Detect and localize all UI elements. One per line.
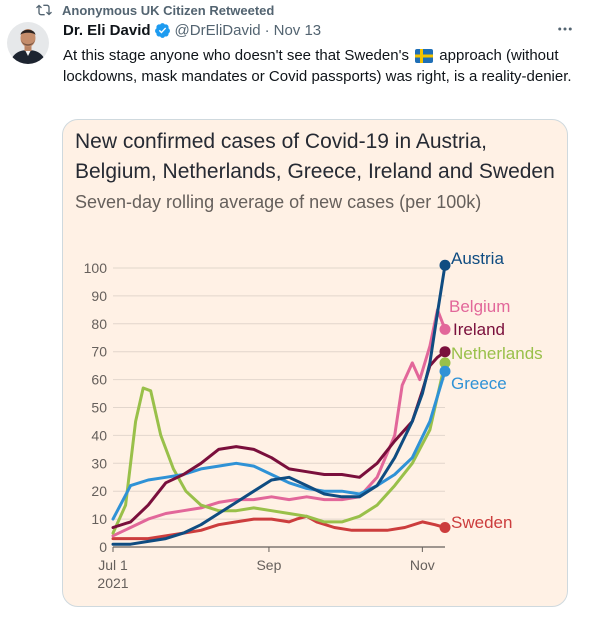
series-line-netherlands	[111, 361, 447, 535]
series-label-greece: Greece	[451, 374, 507, 393]
series-end-dot-austria	[439, 259, 451, 271]
x-tick-sublabel: 2021	[97, 575, 128, 591]
series-line-belgium	[111, 308, 447, 538]
chart-subtitle: Seven-day rolling average of new cases (…	[75, 192, 482, 212]
series-label-netherlands: Netherlands	[451, 344, 543, 363]
avatar[interactable]	[7, 22, 49, 64]
x-tick-label: Nov	[410, 557, 435, 573]
retweet-icon	[36, 2, 52, 18]
series-label-sweden: Sweden	[451, 513, 512, 532]
chart-card[interactable]: New confirmed cases of Covid-19 in Austr…	[62, 119, 568, 607]
line-chart: 0 10 20 30 40 50 60 70 80 90 100 Jul 1 2021 Sep Nov Aus…	[84, 249, 543, 591]
series-line-austria	[111, 263, 447, 546]
retweet-label: Anonymous UK Citizen Retweeted	[62, 2, 275, 18]
y-tick-label: 70	[91, 344, 107, 360]
more-options-icon[interactable]	[554, 18, 576, 40]
verified-badge-icon	[154, 22, 171, 39]
tweet-text-part-1: At this stage anyone who doesn't see tha…	[63, 47, 409, 64]
sweden-flag-icon	[415, 48, 434, 63]
series-end-dot-netherlands	[439, 357, 451, 369]
tweet-text: At this stage anyone who doesn't see tha…	[63, 45, 575, 87]
series-end-dot-belgium	[439, 323, 451, 335]
author-handle[interactable]: @DrEliDavid	[174, 22, 261, 39]
series-end-dot-greece	[439, 365, 451, 377]
y-tick-label: 20	[91, 483, 107, 499]
author-name[interactable]: Dr. Eli David	[63, 22, 151, 39]
y-tick-label: 60	[91, 372, 107, 388]
series-end-dot-sweden	[439, 521, 451, 533]
tweet-text-part-2: approach (without lockdowns, mask mandat…	[63, 47, 572, 85]
y-tick-label: 0	[99, 539, 107, 555]
y-tick-label: 40	[91, 427, 107, 443]
series-end-dot-ireland	[439, 346, 451, 358]
y-tick-label: 80	[91, 316, 107, 332]
y-tick-label: 50	[91, 400, 107, 416]
y-tick-label: 90	[91, 288, 107, 304]
separator-dot: ·	[264, 22, 270, 39]
tweet-date[interactable]: Nov 13	[273, 22, 322, 39]
x-tick-label: Jul 1	[98, 557, 128, 573]
retweet-header[interactable]: Anonymous UK Citizen Retweeted	[36, 0, 274, 20]
series-label-ireland: Ireland	[453, 320, 505, 339]
chart-title: New confirmed cases of Covid-19 in Austr…	[75, 130, 555, 183]
x-tick-label: Sep	[256, 557, 281, 573]
series-label-austria: Austria	[451, 249, 504, 268]
y-tick-label: 30	[91, 455, 107, 471]
y-tick-label: 10	[91, 511, 107, 527]
tweet-header: Dr. Eli David @DrEliDavid · Nov 13	[63, 22, 321, 39]
series-label-belgium: Belgium	[449, 297, 510, 316]
series-line-sweden	[111, 514, 447, 541]
y-tick-label: 100	[84, 260, 108, 276]
